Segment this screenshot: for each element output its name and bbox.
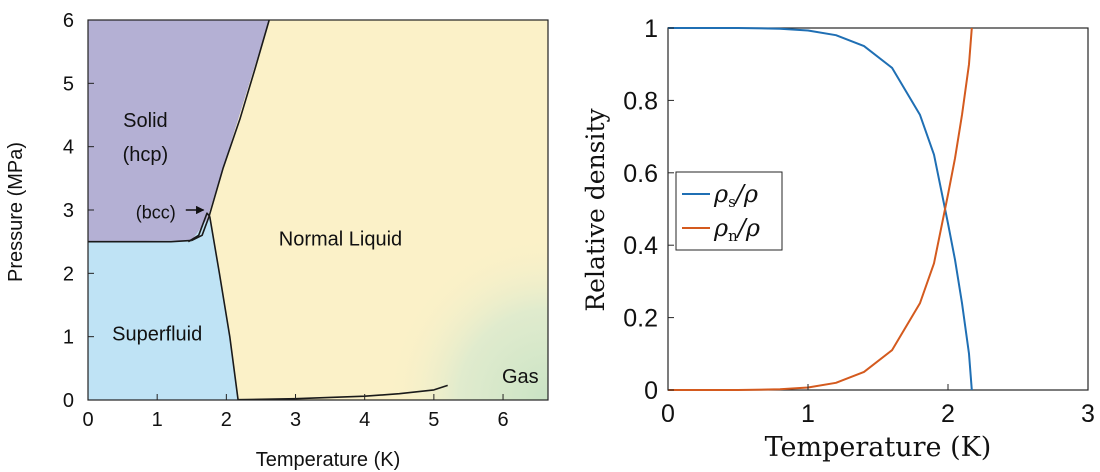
- gas-region: [385, 235, 548, 400]
- density-y-tick-label: 0.6: [623, 160, 658, 188]
- phase-x-tick-label: 3: [290, 409, 301, 431]
- boundary-melting: [191, 19, 270, 242]
- phase-x-tick-label: 0: [82, 409, 93, 431]
- boundary-vaporization: [238, 384, 448, 401]
- density-x-ticks: 0 1 2 3: [661, 384, 1095, 428]
- phase-y-tick-label: 0: [63, 390, 74, 412]
- phase-y-tick-label: 3: [63, 200, 74, 222]
- density-y-tick-label: 0.4: [623, 232, 658, 260]
- density-y-tick-label: 0: [644, 377, 658, 405]
- density-x-tick-label: 3: [1081, 400, 1095, 428]
- phase-x-tick-label: 1: [152, 409, 163, 431]
- label-normal-liquid: Normal Liquid: [279, 229, 402, 251]
- density-x-tick-label: 2: [941, 400, 955, 428]
- phase-x-axis-label: Temperature (K): [256, 449, 401, 471]
- series-line-s: [668, 27, 973, 391]
- phase-y-tick-label: 1: [63, 327, 74, 349]
- boundary-solid-superfluid: [88, 239, 192, 243]
- legend-box: [675, 171, 783, 251]
- phase-y-tick-label: 4: [63, 137, 74, 159]
- legend: ρs/ρρn/ρ: [675, 171, 783, 251]
- label-solid-structure: (hcp): [123, 144, 169, 166]
- density-y-tick-label: 0.2: [623, 305, 658, 333]
- legend-label-s: ρs/ρ: [713, 180, 758, 211]
- label-bcc: (bcc): [136, 202, 176, 222]
- legend-label-n: ρn/ρ: [713, 214, 760, 245]
- label-solid: Solid: [123, 110, 167, 132]
- region-solid: [88, 20, 270, 242]
- boundary-lambda: [208, 216, 239, 401]
- density-plot-frame: [667, 27, 1089, 391]
- density-series: [668, 27, 973, 391]
- phase-boundaries: [88, 19, 448, 401]
- density-y-tick-label: 0.8: [623, 87, 658, 115]
- boundary-bcc: [187, 212, 211, 243]
- density-y-axis-label: Relative density: [581, 107, 610, 311]
- density-x-tick-label: 1: [801, 400, 815, 428]
- phase-y-tick-label: 5: [63, 73, 74, 95]
- phase-region-labels: Solid (hcp) Superfluid Normal Liquid Gas (bcc…: [112, 110, 539, 388]
- density-x-tick-label: 0: [661, 400, 675, 428]
- series-line-n: [668, 27, 973, 391]
- phase-x-tick-label: 6: [497, 409, 508, 431]
- phase-x-ticks: 0 1 2 3 4 5 6: [82, 394, 509, 431]
- label-gas: Gas: [502, 366, 539, 388]
- label-superfluid: Superfluid: [112, 324, 202, 346]
- phase-diagram: 0 1 2 3 4 5 6 0 1 2 3 4 5 6 Solid (hcp) Superfluid Norm…: [5, 10, 549, 471]
- phase-y-tick-label: 2: [63, 263, 74, 285]
- density-y-ticks: 0 0.2 0.4 0.6 0.8 1: [623, 15, 674, 405]
- phase-y-axis-label: Pressure (MPa): [5, 142, 27, 282]
- relative-density-chart: 0 1 2 3 0 0.2 0.4 0.6 0.8 1 ρs/ρρn/ρ Temperature…: [581, 15, 1095, 463]
- density-y-tick-label: 1: [644, 15, 658, 43]
- phase-x-tick-label: 5: [428, 409, 439, 431]
- density-x-axis-label: Temperature (K): [765, 432, 992, 463]
- phase-x-tick-label: 2: [221, 409, 232, 431]
- phase-y-ticks: 0 1 2 3 4 5 6: [63, 10, 94, 412]
- phase-x-tick-label: 4: [359, 409, 370, 431]
- phase-y-tick-label: 6: [63, 10, 74, 32]
- region-superfluid: [88, 216, 239, 400]
